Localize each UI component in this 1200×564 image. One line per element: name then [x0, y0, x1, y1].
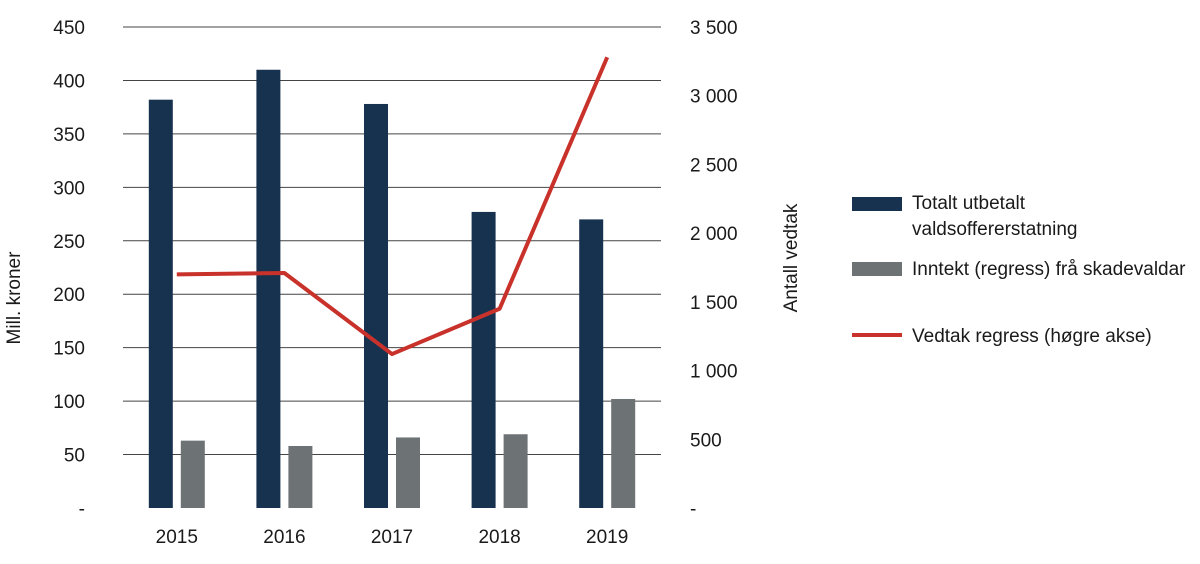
legend-swatch-regress-income — [852, 262, 902, 276]
bar-regress-income-2018 — [503, 434, 528, 508]
y-tick-label: 150 — [53, 339, 85, 360]
legend-label-regress-income: Inntekt (regress) frå skadevaldar — [912, 259, 1186, 280]
y-tick-label: 50 — [64, 446, 85, 467]
y2-tick-label: 1 500 — [690, 293, 738, 314]
x-tick-label: 2019 — [586, 527, 628, 548]
x-tick-label: 2016 — [263, 527, 305, 548]
y-tick-label: 350 — [53, 125, 85, 146]
bars — [148, 69, 636, 509]
legend-label-total-line1: Totalt utbetalt — [912, 193, 1026, 214]
x-tick-label: 2018 — [478, 527, 520, 548]
x-axis-ticks: 2015 2016 2017 2018 2019 — [156, 527, 629, 548]
y-tick-label: 300 — [53, 178, 85, 199]
x-tick-label: 2015 — [156, 527, 198, 548]
bar-regress-income-2015 — [180, 440, 205, 508]
y-tick-label: 200 — [53, 285, 85, 306]
y-tick-label: - — [79, 499, 85, 520]
y2-axis-title: Antall vedtak — [781, 203, 802, 312]
y-tick-label: 100 — [53, 392, 85, 413]
legend-label-vedtak: Vedtak regress (høgre akse) — [912, 326, 1152, 347]
line-series — [176, 56, 610, 357]
bar-total-2016 — [256, 69, 281, 508]
legend: Totalt utbetalt valdsoffererstatning Inn… — [852, 193, 1186, 347]
legend-label-total-line2: valdsoffererstatning — [912, 219, 1077, 240]
y2-tick-label: - — [690, 499, 696, 520]
y-tick-label: 250 — [53, 232, 85, 253]
legend-swatch-total — [852, 197, 902, 211]
y2-tick-label: 2 500 — [690, 155, 738, 176]
line-vedtak-regress — [176, 56, 610, 357]
bar-total-2018 — [471, 211, 496, 508]
y2-tick-label: 1 000 — [690, 362, 738, 383]
y2-tick-label: 500 — [690, 430, 722, 451]
bar-total-2019 — [579, 219, 604, 508]
right-axis-ticks: - 500 1 000 1 500 2 000 2 500 3 000 3 500 — [690, 18, 738, 520]
y2-tick-label: 2 000 — [690, 224, 738, 245]
y-tick-label: 450 — [53, 18, 85, 39]
bar-regress-income-2019 — [611, 398, 636, 508]
grid-lines — [123, 26, 661, 456]
bar-total-2017 — [364, 103, 388, 509]
y-axis-title: Mill. kroner — [4, 251, 25, 345]
y2-tick-label: 3 000 — [690, 87, 738, 108]
y2-tick-label: 3 500 — [690, 18, 738, 39]
left-axis-ticks: - 50 100 150 200 250 300 350 400 450 — [53, 18, 85, 520]
bar-regress-income-2017 — [396, 437, 420, 508]
bar-regress-income-2016 — [288, 446, 313, 508]
x-tick-label: 2017 — [371, 527, 413, 548]
y-tick-label: 400 — [53, 71, 85, 92]
bar-total-2015 — [148, 99, 173, 508]
